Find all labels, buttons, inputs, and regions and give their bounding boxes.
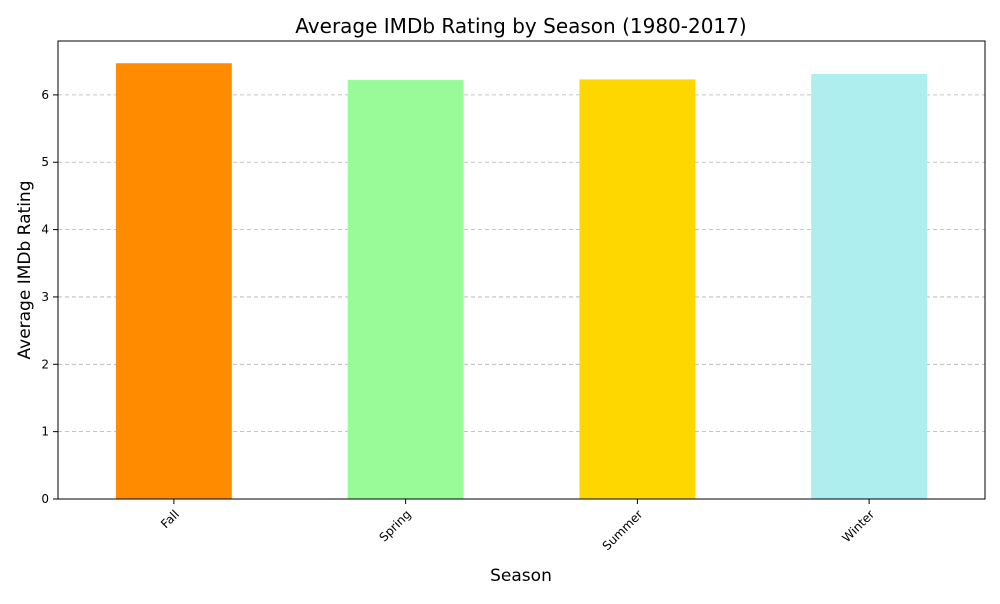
chart-title: Average IMDb Rating by Season (1980-2017…	[295, 14, 746, 38]
x-tick-label: Winter	[839, 507, 877, 545]
x-axis-label: Season	[490, 566, 552, 586]
bar-fall	[115, 63, 232, 499]
y-tick-label: 4	[41, 223, 49, 237]
bar-summer	[579, 79, 696, 499]
x-tick-label: Summer	[600, 507, 646, 553]
x-tick-label: Fall	[158, 507, 182, 531]
bars	[115, 63, 928, 500]
y-tick-label: 6	[41, 88, 49, 102]
y-axis-label: Average IMDb Rating	[15, 181, 35, 360]
x-tick-label: Spring	[376, 507, 413, 544]
y-tick-label: 2	[41, 357, 49, 371]
bar-winter	[811, 74, 928, 500]
axes	[53, 40, 986, 504]
y-tick-label: 5	[41, 155, 49, 169]
y-tick-label: 3	[41, 290, 49, 304]
plot-frame	[57, 40, 986, 500]
y-tick-label: 0	[41, 492, 49, 506]
bar-spring	[347, 80, 464, 500]
y-tick-label: 1	[41, 425, 49, 439]
